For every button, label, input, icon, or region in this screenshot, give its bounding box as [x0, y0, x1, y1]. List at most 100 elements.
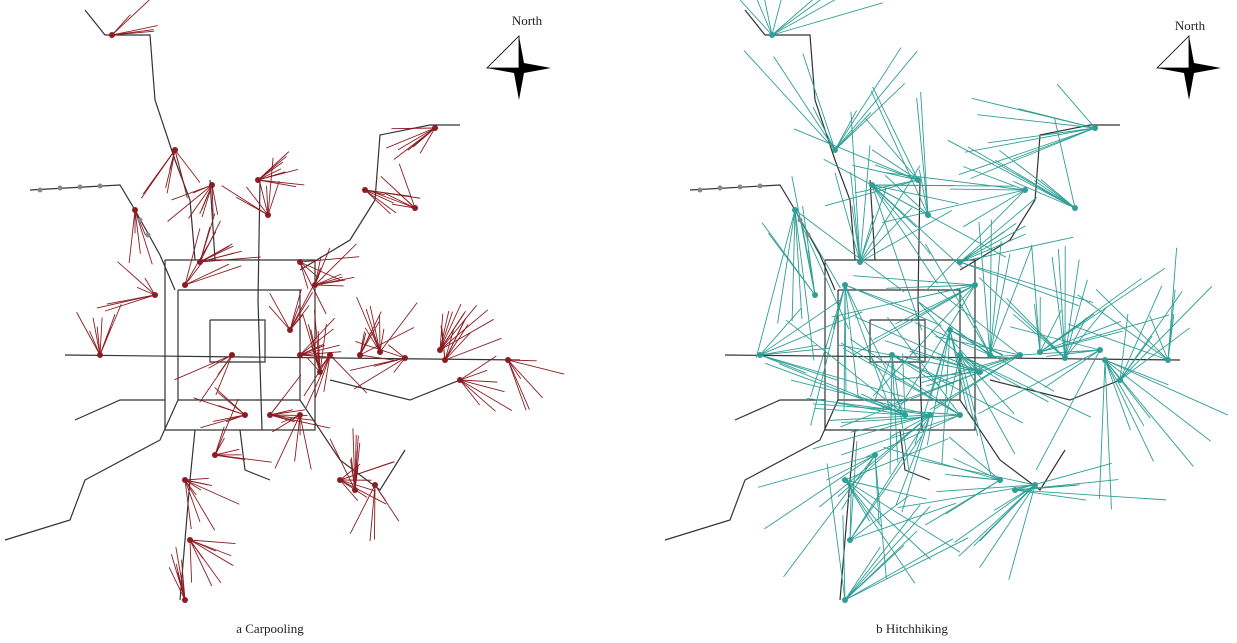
trip-link	[313, 310, 321, 373]
trip-link	[959, 354, 1092, 418]
trip-link	[1149, 315, 1169, 361]
station	[229, 352, 235, 358]
trip-link	[925, 479, 1001, 526]
trip-link	[768, 232, 816, 296]
trip-link	[844, 284, 859, 396]
trip-link	[1095, 288, 1169, 361]
trip-link	[806, 397, 931, 416]
trip-link	[184, 479, 197, 496]
trip-link	[771, 2, 883, 36]
station	[255, 177, 261, 183]
station	[915, 177, 921, 183]
trip-link	[397, 127, 436, 151]
trip-link	[359, 311, 382, 356]
trip-link	[1119, 291, 1183, 381]
trip-link	[978, 349, 1101, 415]
station	[132, 207, 138, 213]
metro-line	[329, 379, 461, 401]
trip-link	[303, 354, 331, 397]
trip-link	[76, 312, 101, 356]
trip-link	[936, 484, 1036, 492]
trip-link	[844, 505, 931, 601]
station	[265, 212, 271, 218]
trip-link	[959, 261, 1079, 307]
trip-link	[1012, 180, 1076, 209]
trip-link	[359, 337, 366, 356]
station	[457, 377, 463, 383]
trip-link	[949, 329, 1055, 392]
trip-link	[140, 149, 176, 199]
trip-link	[812, 403, 961, 416]
trip-link	[245, 186, 269, 216]
trip-link	[794, 209, 905, 293]
trip-link	[266, 185, 269, 216]
station	[757, 352, 763, 358]
trip-link	[189, 539, 234, 566]
station	[57, 185, 63, 191]
trip-link	[299, 261, 309, 289]
trip-link	[977, 114, 1096, 129]
trip-link	[1051, 256, 1066, 359]
metro-line	[839, 429, 856, 601]
trip-link	[459, 355, 497, 381]
trip-link	[841, 414, 961, 423]
trip-link	[841, 414, 961, 456]
metro-line	[744, 9, 856, 261]
trip-link	[374, 484, 400, 522]
trip-link	[1046, 349, 1101, 357]
station	[757, 183, 763, 189]
trip-link	[1104, 359, 1229, 416]
trip-link	[785, 319, 906, 416]
station	[927, 412, 933, 418]
trip-link	[970, 127, 1096, 179]
trip-link	[758, 454, 876, 488]
trip-link	[199, 256, 261, 263]
trip-link	[989, 253, 1011, 356]
trip-link	[299, 328, 334, 356]
trip-link	[871, 184, 954, 187]
station	[977, 369, 983, 375]
trip-link	[507, 359, 543, 399]
trip-link	[339, 479, 376, 492]
trip-link	[1104, 359, 1169, 386]
trip-link	[189, 539, 216, 552]
trip-link	[214, 448, 240, 456]
trip-link	[743, 50, 836, 151]
trip-link	[323, 354, 331, 392]
station	[1092, 125, 1098, 131]
trip-link	[794, 209, 815, 361]
trip-link	[174, 354, 233, 381]
trip-link	[439, 310, 450, 351]
trip-link	[959, 354, 1015, 415]
metro-line	[164, 259, 316, 431]
trip-link	[269, 409, 293, 416]
trip-link	[852, 275, 976, 286]
trip-link	[214, 426, 225, 456]
trip-link	[930, 330, 981, 373]
station	[377, 349, 383, 355]
trip-link	[979, 484, 1036, 568]
trip-link	[391, 127, 436, 130]
trip-link	[459, 369, 488, 381]
trip-link	[959, 222, 1017, 263]
trip-link	[973, 484, 1036, 547]
trip-link	[354, 434, 357, 491]
station	[737, 184, 743, 190]
station	[857, 259, 863, 265]
trip-link	[844, 284, 893, 416]
trip-link	[364, 189, 394, 204]
station	[957, 259, 963, 265]
metro-line	[177, 289, 301, 401]
trip-link	[759, 354, 904, 398]
station	[869, 182, 875, 188]
trip-link	[1039, 309, 1062, 353]
trip-link	[369, 484, 376, 542]
trip-link	[759, 307, 802, 356]
caption: b Hitchhiking	[876, 621, 948, 636]
trip-link	[184, 263, 230, 286]
trip-link	[364, 189, 391, 215]
trip-link	[136, 286, 156, 296]
trip-link	[901, 414, 931, 513]
trip-link	[364, 189, 421, 199]
trip-link	[269, 292, 291, 331]
